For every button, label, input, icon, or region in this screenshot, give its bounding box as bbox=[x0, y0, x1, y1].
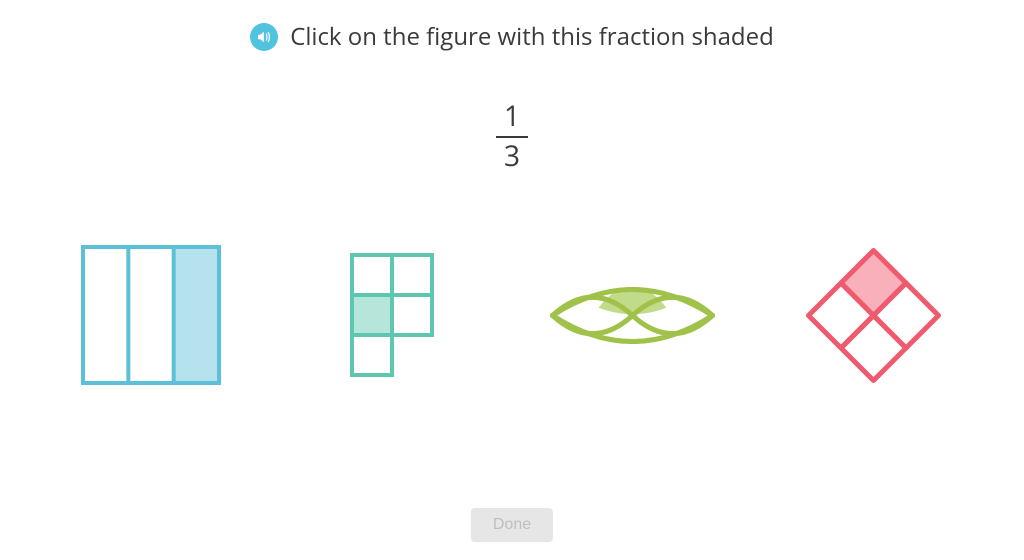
fraction-numerator: 1 bbox=[504, 100, 520, 134]
figure-b[interactable] bbox=[292, 230, 492, 400]
target-fraction: 1 3 bbox=[0, 100, 1024, 173]
figure-b-svg bbox=[350, 253, 434, 377]
audio-icon[interactable] bbox=[250, 23, 278, 51]
figure-d[interactable] bbox=[774, 230, 974, 400]
prompt-row: Click on the figure with this fraction s… bbox=[0, 20, 1024, 53]
speaker-icon bbox=[255, 28, 273, 46]
figure-c[interactable] bbox=[533, 230, 733, 400]
figure-c-svg bbox=[550, 287, 715, 344]
done-button[interactable]: Done bbox=[471, 508, 553, 542]
figures-row bbox=[0, 230, 1024, 400]
fraction-denominator: 3 bbox=[504, 140, 520, 174]
figure-d-svg bbox=[806, 248, 941, 383]
figure-a[interactable] bbox=[51, 230, 251, 400]
exercise-container: Click on the figure with this fraction s… bbox=[0, 0, 1024, 560]
figure-a-svg bbox=[81, 245, 221, 385]
prompt-text: Click on the figure with this fraction s… bbox=[290, 20, 774, 53]
